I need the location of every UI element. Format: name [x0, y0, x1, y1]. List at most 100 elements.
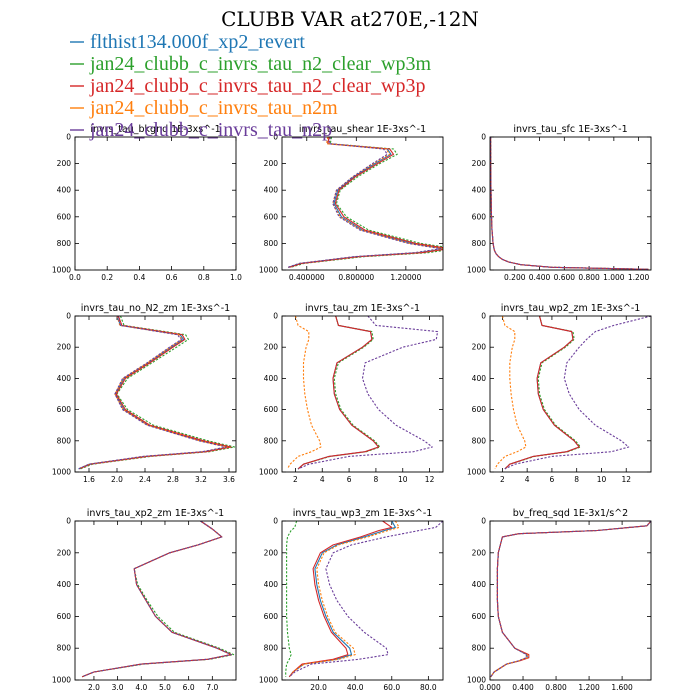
- series-line-1: [81, 521, 232, 678]
- x-tick-label: 3.2: [195, 475, 207, 484]
- y-tick-label: 0: [481, 312, 486, 321]
- panel-title: invrs_tau_sfc 1E-3xs^-1: [513, 124, 627, 135]
- panel-5: invrs_tau_zm 1E-3xs^-1 0 200 400 600 800 1000 2…: [259, 303, 444, 484]
- y-tick-label: 200: [472, 548, 487, 557]
- x-tick-label: 0.000: [479, 683, 501, 692]
- series-line-4: [78, 316, 229, 470]
- y-tick-label: 200: [264, 343, 279, 352]
- x-tick-label: 0.400000: [289, 273, 325, 282]
- y-tick-label: 600: [57, 405, 72, 414]
- panel-2: invrs_tau_shear 1E-3xs^-1 0 200 400 600 800 10…: [259, 124, 444, 282]
- x-tick-label: 8: [574, 475, 579, 484]
- panel-4: invrs_tau_no_N2_zm 1E-3xs^-1 0 200 400 600 80…: [52, 303, 237, 484]
- y-tick-label: 800: [472, 436, 487, 445]
- y-tick-label: 0: [273, 133, 278, 142]
- x-tick-label: 2: [293, 475, 298, 484]
- series-line-3: [490, 137, 649, 270]
- y-tick-label: 200: [264, 159, 279, 168]
- panel-3: invrs_tau_sfc 1E-3xs^-1 0 200 400 600 800 1000…: [467, 124, 652, 282]
- series-line-3: [288, 521, 393, 678]
- x-tick-label: 1.0: [230, 273, 242, 282]
- plot-frame: [489, 136, 652, 271]
- series-line-3: [490, 521, 651, 678]
- series-line-2: [490, 521, 651, 678]
- panel-title: invrs_tau_xp2_zm 1E-3xs^-1: [87, 508, 224, 519]
- panel-1: invrs_tau_bkgnd 1E-3xs^-1 0 200 400 600 800 10…: [52, 124, 242, 282]
- x-tick-label: 0.400: [529, 273, 551, 282]
- y-tick-label: 1000: [467, 676, 486, 685]
- series-line-5: [288, 521, 443, 678]
- series-line-3: [297, 316, 380, 470]
- y-tick-label: 1000: [259, 676, 278, 685]
- x-tick-label: 3.6: [223, 475, 235, 484]
- series-line-1: [78, 316, 230, 470]
- y-tick-label: 800: [472, 644, 487, 653]
- x-tick-label: 0.400: [512, 683, 534, 692]
- y-tick-label: 600: [472, 405, 487, 414]
- y-tick-label: 1000: [52, 266, 71, 275]
- x-tick-label: 0.8: [198, 273, 210, 282]
- series-line-1: [490, 521, 651, 678]
- legend: flthist134.000f_xp2_revertjan24_clubb_c_…: [70, 31, 431, 141]
- series-line-4: [286, 316, 322, 470]
- series-line-3: [78, 316, 232, 470]
- panel-title: invrs_tau_wp2_zm 1E-3xs^-1: [501, 303, 641, 314]
- series-line-4: [490, 521, 651, 678]
- series-line-5: [288, 137, 442, 268]
- x-tick-label: 8: [374, 475, 379, 484]
- series-line-4: [81, 521, 232, 678]
- x-tick-label: 0.4: [133, 273, 145, 282]
- x-tick-label: 6.0: [183, 683, 195, 692]
- y-tick-label: 400: [472, 186, 487, 195]
- x-tick-label: 0.6: [166, 273, 178, 282]
- x-tick-label: 1.200: [578, 683, 600, 692]
- y-tick-label: 0: [66, 312, 71, 321]
- y-tick-label: 600: [264, 612, 279, 621]
- series-line-2: [285, 521, 298, 677]
- series-line-4: [288, 521, 400, 678]
- series-line-3: [81, 521, 232, 678]
- panels: invrs_tau_bkgnd 1E-3xs^-1020040060080010…: [52, 124, 652, 692]
- y-tick-label: 0: [273, 312, 278, 321]
- y-tick-label: 1000: [52, 468, 71, 477]
- x-tick-label: 4.0: [135, 683, 147, 692]
- x-tick-label: 4: [525, 475, 530, 484]
- x-tick-label: 6: [347, 475, 352, 484]
- series-line-3: [289, 137, 443, 268]
- panel-title: bv_freq_sqd 1E-3x1/s^2: [513, 508, 628, 519]
- plot-frame: [281, 136, 444, 271]
- y-tick-label: 400: [57, 186, 72, 195]
- series-line-2: [81, 521, 235, 678]
- y-tick-label: 600: [264, 212, 279, 221]
- legend-label: jan24_clubb_c_invrs_tau_n2p: [89, 119, 332, 141]
- x-tick-label: 0.800: [545, 683, 567, 692]
- y-tick-label: 400: [57, 580, 72, 589]
- x-tick-label: 5.0: [159, 683, 171, 692]
- y-tick-label: 600: [472, 212, 487, 221]
- y-tick-label: 200: [472, 159, 487, 168]
- plot-frame: [74, 136, 237, 271]
- series-line-5: [490, 521, 651, 678]
- panel-8: invrs_tau_wp3_zm 1E-3xs^-1 0 200 400 600 800 1…: [259, 508, 444, 692]
- y-tick-label: 800: [57, 239, 72, 248]
- x-tick-label: 0.800000: [338, 273, 374, 282]
- y-tick-label: 0: [66, 133, 71, 142]
- series-line-5: [490, 137, 649, 270]
- x-tick-label: 2.0: [111, 475, 123, 484]
- y-tick-label: 800: [264, 239, 279, 248]
- x-tick-label: 3.0: [112, 683, 124, 692]
- series-line-4: [490, 137, 649, 270]
- x-tick-label: 1.200: [628, 273, 650, 282]
- x-tick-label: 20.0: [310, 683, 327, 692]
- y-tick-label: 600: [264, 405, 279, 414]
- x-tick-label: 80.0: [420, 683, 437, 692]
- y-tick-label: 1000: [467, 468, 486, 477]
- y-tick-label: 1000: [467, 266, 486, 275]
- x-tick-label: 0.2: [101, 273, 113, 282]
- panel-title: invrs_tau_no_N2_zm 1E-3xs^-1: [81, 303, 230, 314]
- panel-title: invrs_tau_wp3_zm 1E-3xs^-1: [293, 508, 433, 519]
- panel-title: invrs_tau_bkgnd 1E-3xs^-1: [90, 124, 220, 135]
- series-line-2: [490, 137, 649, 270]
- figure-title: CLUBB VAR at270E,-12N: [221, 7, 479, 31]
- y-tick-label: 200: [472, 343, 487, 352]
